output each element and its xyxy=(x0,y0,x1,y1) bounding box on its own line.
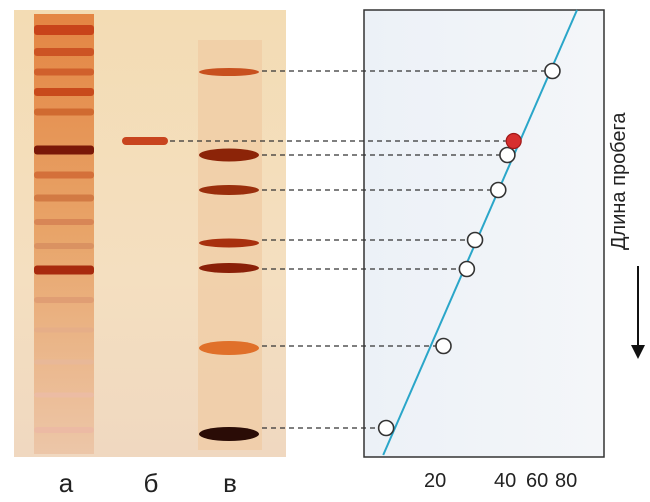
standard-point xyxy=(377,419,395,437)
gel-band xyxy=(34,359,94,365)
gel-band xyxy=(34,194,94,202)
gel-band xyxy=(199,238,259,248)
gel-band-unknown xyxy=(122,137,168,145)
gel-band xyxy=(34,171,94,179)
lane-b-bands xyxy=(122,137,168,145)
standard-point xyxy=(544,62,561,80)
x-tick-60: 60 xyxy=(526,470,549,492)
x-tick-20: 20 xyxy=(424,470,447,492)
band-connectors xyxy=(170,70,545,429)
gel-band xyxy=(34,392,94,398)
lane-label-a: а xyxy=(58,468,74,498)
gel-band xyxy=(34,265,94,275)
standard-point xyxy=(458,260,476,278)
standard-point xyxy=(466,231,484,249)
gel-band xyxy=(199,185,259,195)
gel-band xyxy=(34,88,94,96)
gel-band xyxy=(34,68,94,76)
gel-band xyxy=(34,427,94,433)
lane-label-c: в xyxy=(223,468,237,498)
gel-band xyxy=(34,243,94,249)
gel-band xyxy=(34,297,94,303)
gel-band xyxy=(199,341,259,355)
gel-band xyxy=(34,48,94,56)
gel-band xyxy=(34,219,94,225)
gel-band xyxy=(34,327,94,333)
plot-background xyxy=(363,9,605,458)
calibration-plot xyxy=(170,9,605,458)
lane-c-bands xyxy=(199,68,259,441)
gel-band xyxy=(199,263,259,273)
x-tick-40: 40 xyxy=(494,470,517,492)
standard-point xyxy=(499,146,516,164)
axis-title: Длина пробега xyxy=(608,112,630,250)
fit-line xyxy=(382,9,578,456)
x-tick-80: 80 xyxy=(555,470,578,492)
gel-band xyxy=(199,68,259,76)
lane-a-bands xyxy=(34,25,94,433)
arrow-head-icon xyxy=(631,345,645,359)
data-points xyxy=(377,62,561,437)
standard-point xyxy=(489,181,507,199)
lane-a-smear xyxy=(34,14,94,454)
gel-band xyxy=(34,145,94,155)
standard-point xyxy=(435,337,452,355)
lane-label-b: б xyxy=(143,468,159,498)
gel-band xyxy=(199,427,259,441)
unknown-point xyxy=(505,132,522,150)
gel-panel xyxy=(14,10,286,457)
gel-band xyxy=(199,148,259,162)
gel-band xyxy=(34,108,94,116)
arrow-down-icon xyxy=(637,266,639,350)
gel-band xyxy=(34,25,94,35)
